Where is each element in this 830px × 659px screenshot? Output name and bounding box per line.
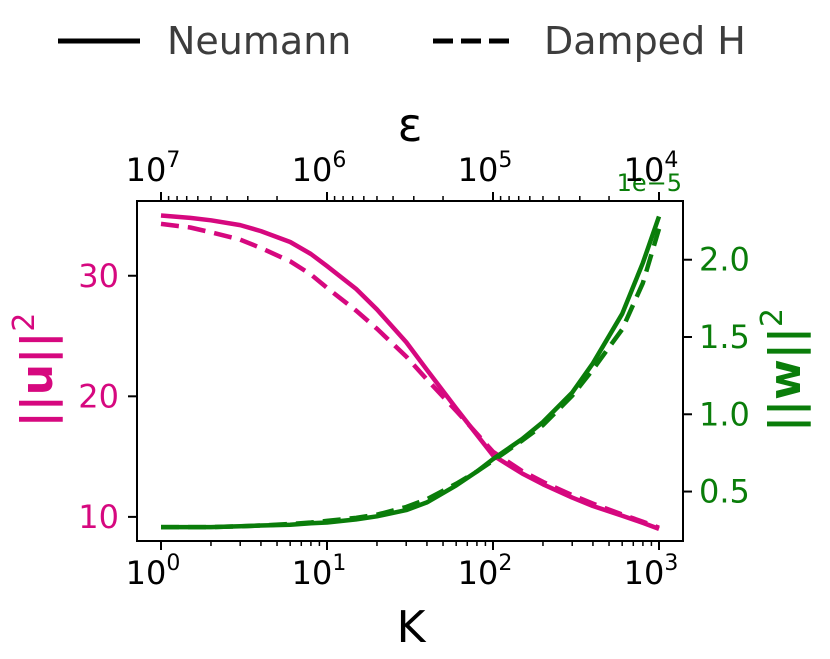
x-tick-label: 100 (126, 551, 181, 592)
x-tick-label: 102 (458, 551, 513, 592)
plot-frame (136, 200, 684, 542)
x-axis-label: K (397, 602, 427, 653)
top-tick-label: 104 (624, 148, 679, 189)
top-tick-label: 105 (458, 148, 513, 189)
right-axis-label: ||w||2 (755, 308, 811, 432)
right-y-tick-label: 2.0 (699, 241, 750, 279)
x-tick-label: 103 (624, 551, 679, 592)
x-tick-label: 101 (292, 551, 347, 592)
series-line-left-dashed (160, 221, 660, 530)
legend-neumann-label: Neumann (167, 19, 351, 63)
axes-layer: 100 101 102 103 107 106 105 104 10 20 30 0.5 1.0 1.5 2… (78, 148, 750, 592)
right-y-tick-label: 1.0 (699, 395, 750, 433)
left-axis-label-sup: 2 (7, 313, 42, 332)
left-y-tick-label: 10 (78, 498, 119, 536)
series-line-right-dashed (161, 228, 662, 530)
left-axis-label: ||u||2 (7, 313, 63, 428)
svg-text:||w||2: ||w||2 (755, 308, 811, 432)
top-axis-label: ε (398, 98, 423, 152)
top-tick-label: 106 (292, 148, 347, 189)
top-tick-label: 107 (126, 148, 181, 189)
legend-damped-label: Damped H (544, 19, 746, 63)
right-y-tick-label: 0.5 (699, 473, 750, 511)
series-layer (160, 213, 662, 532)
series-line-right-solid (161, 215, 662, 530)
left-y-tick-label: 20 (78, 377, 119, 415)
right-axis-label-text: ||w|| (760, 327, 811, 432)
left-axis-label-text: ||u|| (12, 332, 63, 428)
svg-text:||u||2: ||u||2 (7, 313, 63, 428)
right-y-tick-label: 1.5 (699, 318, 750, 356)
right-axis-offset-text: 1e−5 (617, 169, 682, 197)
right-axis-label-sup: 2 (755, 308, 790, 327)
left-y-tick-label: 30 (78, 257, 119, 295)
legend: Neumann Damped H (58, 19, 746, 63)
